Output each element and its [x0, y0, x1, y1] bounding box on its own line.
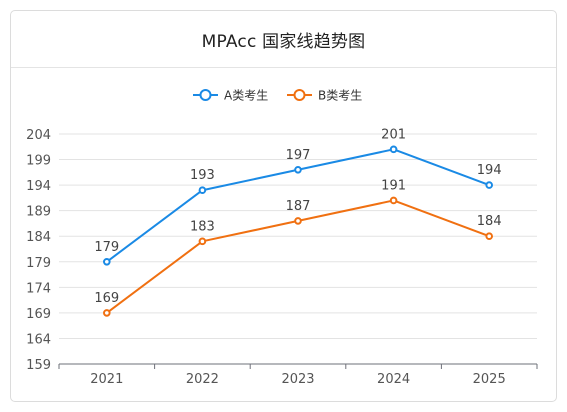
y-tick-label-159: 159 [26, 358, 51, 373]
data-point-a-2021[interactable] [103, 257, 111, 266]
legend-label: A类考生 [224, 89, 268, 103]
y-tick-label-169: 169 [26, 307, 51, 322]
y-tick-label-184: 184 [26, 230, 51, 245]
legend: A类考生 B类考生 [193, 89, 362, 103]
chart-header: MPAcc 国家线趋势图 [11, 11, 556, 68]
legend-item-a[interactable]: A类考生 [193, 89, 268, 103]
x-axis: 2021 2022 2023 2024 2025 [58, 363, 538, 387]
y-tick-label-194: 194 [26, 179, 51, 194]
y-tick-label-189: 189 [26, 205, 51, 220]
legend-marker-icon [199, 89, 212, 101]
y-tick-label-199: 199 [26, 154, 51, 169]
x-tick-label-2025: 2025 [473, 372, 506, 387]
data-label-a-2021: 179 [94, 240, 119, 255]
x-tick-label-2023: 2023 [281, 372, 314, 387]
x-tick-label-2021: 2021 [90, 372, 123, 387]
chart-card: MPAcc 国家线趋势图 [10, 10, 557, 402]
legend-label: B类考生 [318, 89, 362, 103]
y-tick-label-174: 174 [26, 281, 51, 296]
data-point-a-2025[interactable] [485, 181, 494, 189]
data-point-b-2024[interactable] [389, 196, 398, 205]
data-label-b-2024: 191 [381, 178, 406, 193]
data-label-b-2023: 187 [286, 199, 311, 214]
legend-marker-icon [293, 89, 306, 101]
data-label-b-2025: 184 [477, 214, 502, 229]
data-label-a-2024: 201 [381, 127, 406, 142]
chart-title: MPAcc 国家线趋势图 [201, 31, 366, 52]
data-point-b-2021[interactable] [103, 309, 111, 317]
y-tick-label-204: 204 [26, 128, 51, 143]
data-point-b-2025[interactable] [485, 232, 494, 241]
y-axis: 159 164 169 174 179 184 189 194 199 204 [26, 128, 51, 373]
data-point-a-2024[interactable] [389, 145, 398, 154]
x-tick-label-2024: 2024 [377, 372, 410, 387]
grid-lines [59, 133, 537, 339]
data-point-b-2022[interactable] [198, 237, 207, 246]
data-label-a-2022: 193 [190, 168, 215, 183]
y-tick-label-164: 164 [26, 332, 51, 347]
data-label-a-2023: 197 [286, 148, 311, 163]
data-point-b-2023[interactable] [294, 217, 302, 225]
data-labels: 179 193 197 201 194 169 183 187 191 184 [94, 127, 501, 306]
data-point-a-2022[interactable] [198, 186, 207, 195]
legend-item-b[interactable]: B类考生 [287, 89, 362, 103]
series-lines [103, 145, 494, 317]
data-label-b-2021: 169 [94, 291, 119, 306]
data-label-a-2025: 194 [477, 163, 502, 178]
x-tick-label-2022: 2022 [186, 372, 219, 387]
y-tick-label-179: 179 [26, 256, 51, 271]
data-point-a-2023[interactable] [294, 165, 302, 174]
data-label-b-2022: 183 [190, 219, 215, 234]
